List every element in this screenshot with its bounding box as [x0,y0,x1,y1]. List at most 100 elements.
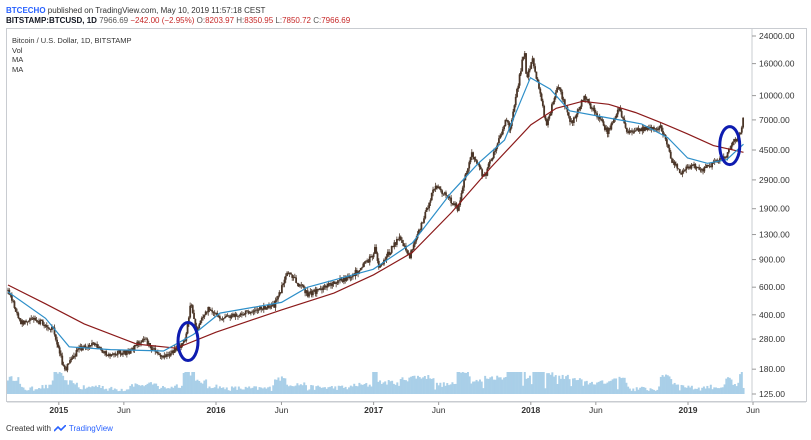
candle-body [20,319,22,325]
candle-body [284,276,287,280]
volume-bar [7,380,9,394]
volume-bar [251,387,254,394]
volume-bar [415,378,418,394]
volume-bar [365,383,368,394]
volume-bar [284,378,287,394]
volume-bar [389,381,392,394]
volume-bar [532,372,535,394]
volume-bar [582,385,585,394]
candle-body [156,352,159,354]
candle-body [212,311,215,313]
volume-bar [149,382,152,394]
candle-body [509,125,512,131]
candle-body [44,325,47,327]
candle-body [405,245,407,251]
volume-bar [182,373,185,394]
x-tick-label: 2016 [207,405,226,415]
volume-bar [332,388,335,394]
candle-body [155,351,158,353]
candle-body [709,166,712,168]
candle-body [131,348,133,350]
candle-body [461,187,464,194]
volume-bar [48,384,51,394]
candle-body [526,73,529,78]
candle-body [149,343,152,347]
candle-body [235,314,238,317]
volume-bar [315,386,318,394]
candle-body [114,353,117,356]
candle-body [262,306,265,310]
candle-body [146,339,149,345]
candle-body [624,123,627,128]
tradingview-brand[interactable]: TradingView [68,424,113,433]
volume-bar [348,387,351,394]
annotation-ellipse-2 [718,125,742,167]
candle-body [323,285,326,288]
volume-bar [29,387,32,394]
candle-body [411,249,414,251]
candle-body [256,309,259,311]
candle-body [640,128,642,132]
volume-bar [680,384,683,394]
candle-body [634,130,637,132]
volume-bar [420,378,423,394]
candle-body [702,169,704,172]
candle-body [259,306,261,310]
candle-body [548,115,551,119]
high-value: 8350.95 [244,16,274,25]
volume-bar [336,389,339,394]
author-name[interactable]: BTCECHO [6,6,46,15]
volume-bar [683,387,686,394]
volume-bar [737,382,740,394]
volume-bar [466,372,469,394]
candle-body [591,108,593,110]
volume-bar [508,372,511,394]
candle-body [407,253,410,255]
volume-bar [132,386,135,394]
candle-body [32,317,35,320]
candle-body [166,354,168,357]
candle-body [398,236,401,240]
candle-body [234,314,237,317]
candle-body [742,117,745,128]
volume-bar [272,385,275,394]
candle-body [336,281,339,283]
volume-bar [711,389,714,394]
volume-bar [229,390,232,394]
candle-body [115,354,118,356]
candle-body [715,160,717,162]
candle-body [481,169,484,177]
volume-bar [53,372,56,394]
volume-bar [60,372,63,394]
candle-body [331,283,334,286]
volume-bar [449,384,452,394]
volume-bar [363,384,366,394]
candle-body [602,121,605,126]
candle-body [261,309,264,310]
candle-body [78,348,80,350]
volume-bar [330,386,333,394]
volume-bar [406,381,409,394]
candle-body [734,139,737,142]
candle-body [438,186,441,189]
candle-body [503,126,506,130]
volume-bar [218,386,221,394]
candle-body [681,170,684,175]
candle-body [158,353,161,355]
volume-bar [553,376,556,394]
volume-bar [236,389,239,394]
candle-body [113,353,115,355]
volume-bar [358,382,361,394]
volume-bar [430,378,433,394]
candle-body [27,320,30,322]
candle-body [167,354,170,356]
volume-bar [392,383,395,394]
candle-body [627,131,630,133]
candle-body [677,168,680,170]
candle-body [717,161,720,163]
candle-body [553,97,556,103]
candle-body [686,166,689,169]
candle-body [513,105,516,112]
volume-bar [606,382,609,394]
